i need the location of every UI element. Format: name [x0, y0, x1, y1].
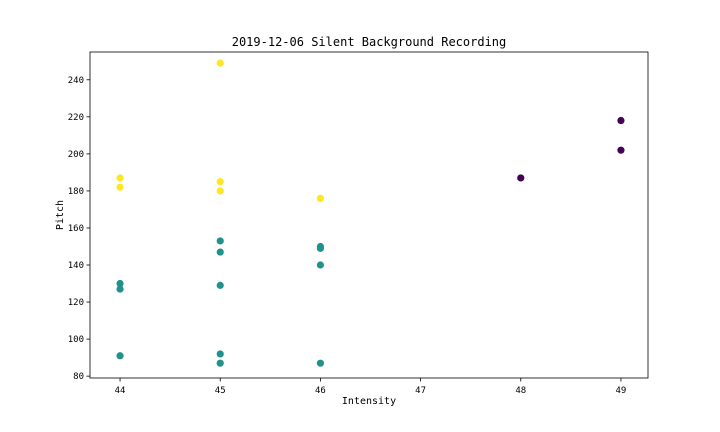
- data-point: [517, 174, 525, 182]
- data-point: [216, 281, 224, 289]
- x-tick-label: 47: [415, 386, 426, 396]
- data-point: [216, 350, 224, 358]
- y-tick-label: 220: [68, 113, 84, 123]
- y-tick-label: 180: [68, 187, 84, 197]
- data-point: [216, 59, 224, 67]
- data-point: [116, 352, 124, 360]
- y-tick-label: 80: [73, 372, 84, 382]
- x-tick-label: 46: [315, 386, 326, 396]
- x-tick-label: 48: [515, 386, 526, 396]
- data-point: [316, 261, 325, 269]
- data-points: [116, 59, 625, 367]
- data-point: [116, 174, 124, 182]
- data-point: [216, 178, 224, 186]
- data-point: [316, 244, 325, 252]
- y-axis: 80 100 120 140 160 180 200 220 240: [68, 76, 90, 382]
- data-point: [216, 237, 224, 245]
- data-point: [316, 194, 325, 202]
- y-tick-label: 200: [68, 150, 84, 160]
- x-tick-label: 44: [115, 386, 126, 396]
- data-point: [316, 359, 325, 367]
- data-point: [617, 116, 625, 125]
- plot-area: [89, 51, 649, 379]
- data-point: [116, 183, 124, 191]
- y-axis-label: Pitch: [55, 200, 66, 230]
- y-tick-label: 240: [68, 76, 84, 86]
- data-point: [617, 146, 625, 154]
- x-axis: 44 45 46 47 48 49: [115, 378, 627, 396]
- chart-title: 2019-12-06 Silent Background Recording: [232, 35, 507, 49]
- data-point: [216, 187, 224, 195]
- x-axis-label: Intensity: [342, 396, 396, 407]
- data-point: [116, 279, 124, 288]
- x-tick-label: 49: [616, 386, 627, 396]
- y-tick-label: 140: [68, 261, 84, 271]
- y-tick-label: 120: [68, 298, 84, 308]
- x-tick-label: 45: [215, 386, 226, 396]
- data-point: [216, 359, 224, 367]
- data-point: [116, 285, 124, 293]
- y-tick-label: 100: [68, 335, 84, 345]
- y-tick-label: 160: [68, 224, 84, 234]
- data-point: [216, 248, 224, 256]
